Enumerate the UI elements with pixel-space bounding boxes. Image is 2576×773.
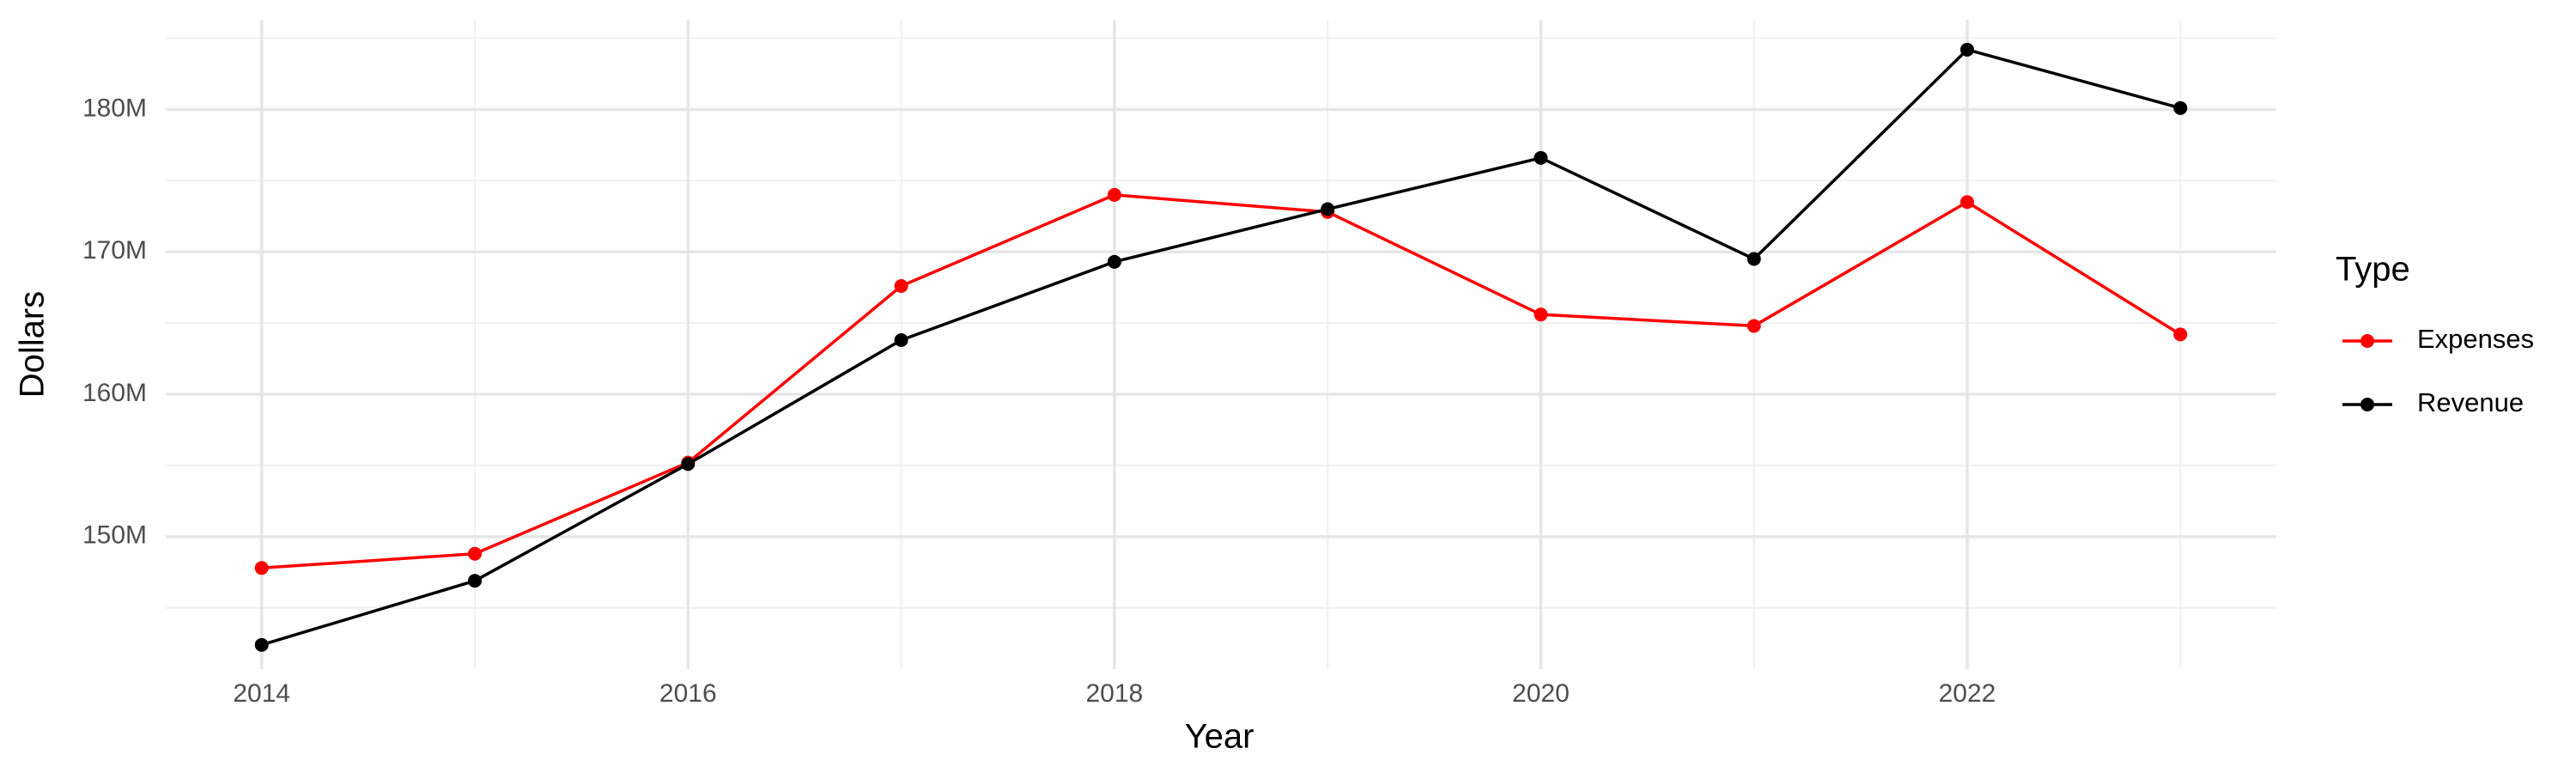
plot-area [254, 42, 2188, 652]
x-tick-label: 2022 [1939, 679, 1996, 708]
data-point [468, 574, 483, 588]
data-point [894, 279, 908, 294]
data-point [1747, 252, 1761, 266]
y-tick-label: 170M [82, 236, 147, 265]
grid [166, 20, 2276, 669]
x-tick-label: 2020 [1512, 679, 1570, 708]
legend-point [2360, 398, 2374, 411]
data-point [254, 637, 269, 652]
series-line [261, 193, 2182, 570]
data-point [1534, 307, 1548, 322]
data-point [2173, 100, 2188, 115]
y-tick-label: 180M [82, 94, 147, 122]
y-tick-label: 160M [82, 379, 147, 407]
y-axis-title: Dollars [14, 291, 52, 398]
y-tick-label: 150M [82, 521, 147, 550]
data-point [1107, 187, 1121, 202]
data-point [254, 561, 269, 575]
data-point [1107, 254, 1121, 269]
legend-label: Revenue [2417, 387, 2524, 417]
data-point [468, 546, 483, 561]
x-tick-label: 2016 [659, 679, 717, 708]
data-point [1534, 150, 1548, 165]
legend-label: Expenses [2417, 324, 2534, 354]
data-point [681, 457, 696, 472]
x-tick-label: 2018 [1085, 679, 1143, 708]
legend-title: Type [2336, 251, 2410, 289]
data-point [1747, 319, 1761, 333]
x-axis-title: Year [1185, 718, 1255, 756]
data-point [2173, 327, 2188, 342]
series-line [261, 47, 2181, 647]
data-point [1959, 42, 1974, 57]
x-tick-label: 2014 [233, 679, 290, 708]
data-point [1959, 195, 1974, 210]
data-point [1321, 202, 1335, 216]
data-point [894, 333, 908, 348]
legend-point [2360, 334, 2374, 348]
